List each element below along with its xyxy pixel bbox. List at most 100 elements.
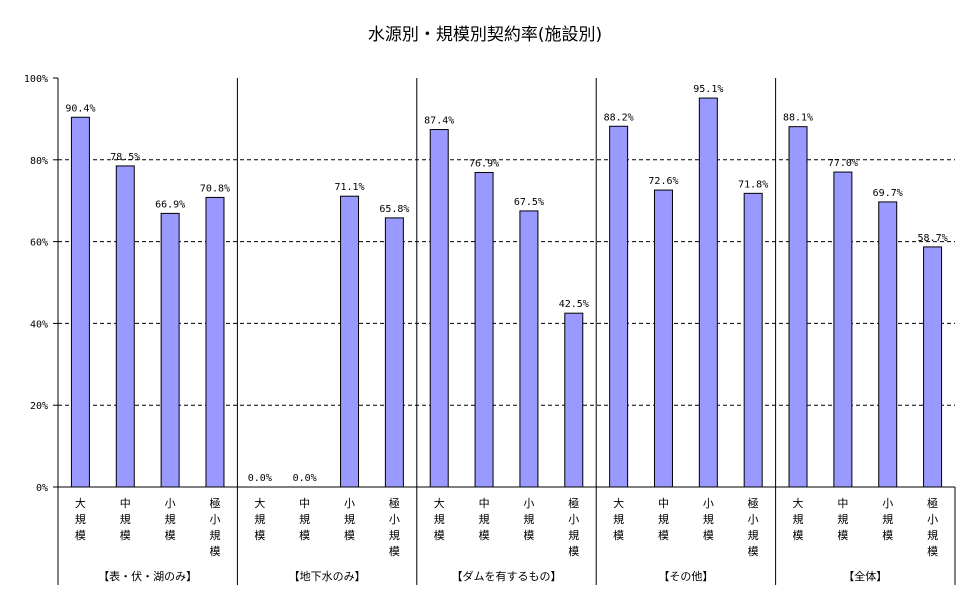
category-label: 模 [523,529,534,542]
category-label: 規 [613,512,624,526]
category-label: 模 [389,545,400,558]
data-label: 90.4% [65,103,95,114]
category-label: 模 [120,529,131,542]
category-label: 大 [75,496,86,510]
bar [474,171,494,488]
category-label: 小 [748,513,759,526]
bar [878,201,898,488]
category-label: 中 [479,497,490,510]
category-label: 大 [613,496,624,510]
category-label: 小 [389,513,400,526]
data-label: 78.5% [110,152,140,163]
category-label: 規 [793,512,804,526]
category-label: 規 [299,512,310,526]
data-label: 70.8% [200,183,230,194]
bar [833,171,853,488]
category-label: 模 [882,529,893,542]
y-tick-label: 80% [30,156,48,167]
bar [205,196,225,488]
category-label: 模 [479,529,490,542]
group-label: 【ダムを有するもの】 [452,569,562,583]
category-label: 規 [75,512,86,526]
category-label: 小 [523,497,534,510]
category-label: 小 [927,513,938,526]
category-label: 規 [927,528,938,542]
data-label: 71.1% [334,182,364,193]
bar [698,97,718,488]
category-label: 極 [927,496,938,510]
category-label: 模 [434,529,445,542]
data-label: 66.9% [155,199,185,210]
category-label: 模 [344,529,355,542]
y-tick-label: 0% [36,483,48,494]
category-label: 規 [523,512,534,526]
data-label: 71.8% [738,179,768,190]
data-label: 76.9% [469,158,499,169]
category-label: 小 [165,497,176,510]
bar [923,246,943,488]
group-label: 【地下水のみ】 [289,570,366,583]
data-label: 69.7% [873,188,903,199]
category-label: 規 [479,512,490,526]
category-label: 模 [75,529,86,542]
category-label: 規 [434,512,445,526]
bar [115,165,135,488]
y-tick-label: 60% [30,238,48,249]
data-label: 58.7% [918,233,948,244]
y-tick-label: 40% [30,319,48,330]
category-label: 模 [837,529,848,542]
category-label: 大 [793,496,804,510]
category-label: 規 [568,528,579,542]
data-label: 0.0% [248,473,272,484]
category-label: 極 [748,496,759,510]
bar [340,195,360,488]
category-label: 極 [389,496,400,510]
category-label: 小 [209,513,220,526]
category-label: 中 [658,497,669,510]
data-label: 67.5% [514,197,544,208]
category-label: 規 [254,512,265,526]
bar [788,126,808,488]
group-label: 【表・伏・湖のみ】 [98,569,197,583]
category-label: 模 [793,529,804,542]
chart-title: 水源別・規模別契約率(施設別) [368,25,602,45]
category-label: 模 [658,529,669,542]
bar [653,189,673,488]
category-label: 規 [658,512,669,526]
category-label: 規 [703,512,714,526]
category-label: 模 [613,529,624,542]
category-label: 中 [120,497,131,510]
category-label: 模 [927,545,938,558]
data-label: 65.8% [379,204,409,215]
bar [564,312,584,488]
category-label: 大 [434,496,445,510]
bar [429,129,449,488]
data-label: 77.0% [828,158,858,169]
category-label: 規 [837,512,848,526]
category-label: 大 [254,496,265,510]
data-label: 0.0% [293,473,317,484]
category-label: 模 [568,545,579,558]
category-label: 小 [344,497,355,510]
category-label: 中 [299,497,310,510]
category-label: 小 [882,497,893,510]
category-label: 極 [568,496,579,510]
group-label: 【全体】 [843,569,887,583]
category-label: 模 [748,545,759,558]
bar [743,192,763,488]
data-label: 95.1% [693,84,723,95]
category-label: 規 [120,512,131,526]
category-label: 模 [254,529,265,542]
bar [384,217,404,488]
y-tick-label: 100% [24,74,48,85]
category-label: 模 [209,545,220,558]
category-label: 中 [837,497,848,510]
category-label: 模 [299,529,310,542]
y-tick-label: 20% [30,401,48,412]
category-label: 規 [389,528,400,542]
category-label: 規 [165,512,176,526]
category-label: 規 [882,512,893,526]
data-label: 42.5% [559,299,589,310]
